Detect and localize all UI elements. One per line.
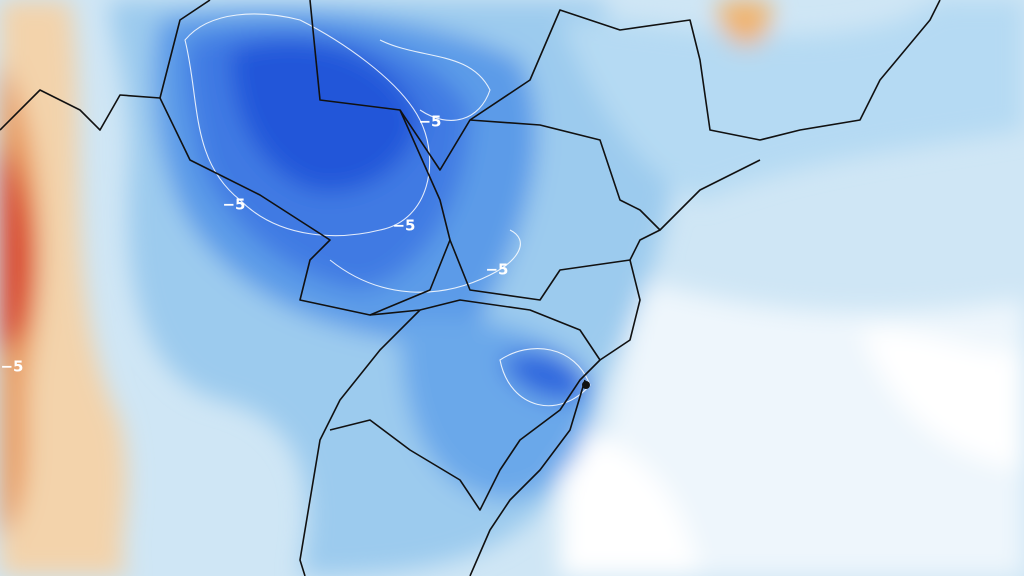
borders — [0, 0, 941, 576]
contour-label: −5 — [392, 217, 415, 235]
contour-label: −5 — [222, 196, 245, 214]
contour-label: −5 — [418, 113, 441, 131]
contour-label: −5 — [485, 261, 508, 279]
contour-label: −5 — [0, 358, 23, 376]
city-dot — [582, 381, 590, 389]
